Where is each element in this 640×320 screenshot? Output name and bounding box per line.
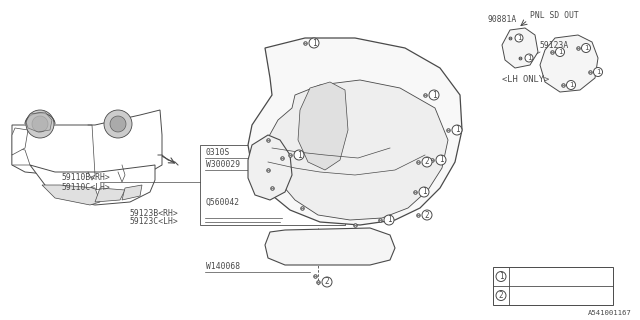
Text: 2: 2 — [425, 211, 429, 220]
Polygon shape — [265, 228, 395, 265]
Circle shape — [422, 210, 432, 220]
Text: Q560042: Q560042 — [206, 198, 240, 207]
Text: 2: 2 — [324, 277, 330, 286]
Text: W300029: W300029 — [206, 160, 240, 169]
Text: 1: 1 — [584, 45, 588, 51]
Text: 1: 1 — [527, 55, 531, 61]
Polygon shape — [268, 80, 448, 220]
Text: 1: 1 — [432, 91, 436, 100]
Text: W140068: W140068 — [206, 262, 240, 271]
Circle shape — [582, 44, 591, 52]
Circle shape — [309, 38, 319, 48]
Text: 1: 1 — [596, 69, 600, 75]
Text: 1: 1 — [454, 125, 460, 134]
Text: 1: 1 — [312, 38, 316, 47]
Circle shape — [593, 68, 602, 76]
Text: 59110C<LH>: 59110C<LH> — [62, 183, 111, 192]
Polygon shape — [30, 165, 155, 205]
Text: 1: 1 — [517, 35, 521, 41]
Text: <LH ONLY>: <LH ONLY> — [502, 75, 549, 84]
Text: 59123A: 59123A — [540, 41, 569, 50]
Text: 2: 2 — [425, 157, 429, 166]
Text: 1: 1 — [422, 188, 426, 196]
Polygon shape — [12, 148, 30, 165]
Text: 1: 1 — [297, 150, 301, 159]
Polygon shape — [248, 135, 292, 200]
Circle shape — [566, 81, 575, 90]
Circle shape — [384, 215, 394, 225]
Polygon shape — [298, 82, 348, 170]
Circle shape — [429, 90, 439, 100]
Polygon shape — [122, 185, 142, 200]
Circle shape — [294, 150, 304, 160]
Polygon shape — [502, 28, 538, 68]
Text: 1: 1 — [569, 82, 573, 88]
Circle shape — [496, 291, 506, 300]
FancyBboxPatch shape — [493, 267, 613, 305]
Polygon shape — [26, 112, 52, 132]
Circle shape — [515, 34, 523, 42]
Text: PNL SD OUT: PNL SD OUT — [530, 11, 579, 20]
Text: 0310S: 0310S — [206, 148, 230, 157]
Polygon shape — [12, 128, 28, 155]
Circle shape — [26, 110, 54, 138]
Circle shape — [436, 155, 446, 165]
Text: 90881A: 90881A — [488, 15, 517, 24]
Text: A541001167: A541001167 — [588, 310, 632, 316]
Circle shape — [322, 277, 332, 287]
Text: 59110B<RH>: 59110B<RH> — [62, 173, 111, 182]
Circle shape — [32, 116, 48, 132]
Text: 2: 2 — [499, 291, 503, 300]
Polygon shape — [95, 188, 125, 202]
Text: 1: 1 — [438, 156, 444, 164]
Circle shape — [104, 110, 132, 138]
Text: 59123C<LH>: 59123C<LH> — [130, 217, 179, 226]
Polygon shape — [12, 110, 162, 175]
Polygon shape — [540, 35, 598, 92]
Text: W140007: W140007 — [515, 291, 549, 300]
Circle shape — [525, 54, 533, 62]
Text: 1: 1 — [387, 215, 391, 225]
Text: 1: 1 — [558, 49, 562, 55]
Polygon shape — [248, 38, 462, 225]
Circle shape — [496, 271, 506, 282]
Circle shape — [419, 187, 429, 197]
Polygon shape — [42, 185, 100, 205]
Circle shape — [422, 157, 432, 167]
Text: W140065: W140065 — [515, 272, 549, 281]
Text: 59123B<RH>: 59123B<RH> — [130, 209, 179, 218]
Circle shape — [110, 116, 126, 132]
Circle shape — [452, 125, 462, 135]
Text: 1: 1 — [499, 272, 503, 281]
Circle shape — [556, 47, 564, 57]
